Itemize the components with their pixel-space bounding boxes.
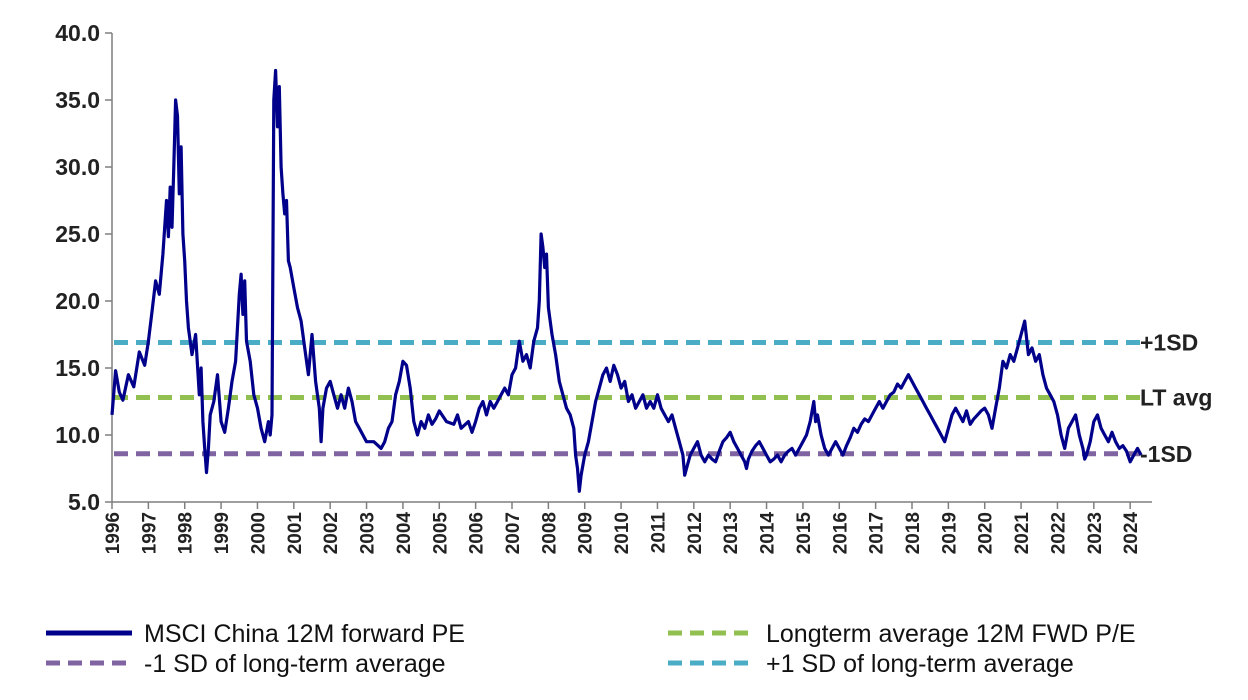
x-axis-ticks: 1996 1997 1998 1999 2000 2001 2002 2003 2004 2005… <box>103 502 1142 554</box>
x-tick-label: 1998 <box>176 512 197 554</box>
x-tick-label: 2000 <box>248 512 269 554</box>
x-tick-label: 2023 <box>1085 512 1106 554</box>
axes <box>111 33 1152 503</box>
legend-label: MSCI China 12M forward PE <box>144 620 465 648</box>
x-tick-label: 2009 <box>576 512 597 554</box>
x-tick-label: 2022 <box>1048 512 1069 554</box>
x-tick-label: 1996 <box>103 512 124 554</box>
x-tick-label: 2001 <box>285 512 306 555</box>
y-tick-label: 25.0 <box>55 221 100 247</box>
x-tick-label: 2021 <box>1012 512 1033 555</box>
ref-line-label: LT avg <box>1140 384 1212 410</box>
y-tick-label: 35.0 <box>55 87 100 113</box>
x-tick-label: 2010 <box>612 512 633 554</box>
x-tick-label: 2019 <box>939 512 960 554</box>
legend-label: -1 SD of long-term average <box>144 650 446 678</box>
y-tick-label: 15.0 <box>55 355 100 381</box>
x-tick-label: 2006 <box>467 512 488 554</box>
x-tick-label: 2015 <box>794 512 815 555</box>
x-tick-label: 2013 <box>721 512 742 554</box>
y-axis-ticks: 5.0 10.0 15.0 20.0 25.0 30.0 35.0 40.0 <box>55 20 112 515</box>
x-tick-label: 2018 <box>903 512 924 554</box>
x-tick-label: 2007 <box>503 512 524 554</box>
x-tick-label: 1999 <box>212 512 233 554</box>
x-tick-label: 2005 <box>430 512 451 555</box>
x-tick-label: 2008 <box>539 512 560 554</box>
series-pe-line <box>110 68 1143 493</box>
x-tick-label: 2004 <box>394 512 415 555</box>
ref-line-label: +1SD <box>1140 330 1198 356</box>
legend-label: Longterm average 12M FWD P/E <box>766 620 1136 648</box>
x-tick-label: 2014 <box>758 512 779 555</box>
ref-line-label: -1SD <box>1140 441 1192 467</box>
x-tick-label: 2011 <box>648 512 669 554</box>
x-tick-label: 1997 <box>139 512 160 554</box>
x-tick-label: 2017 <box>867 512 888 554</box>
x-tick-label: 2003 <box>358 512 379 554</box>
x-tick-label: 2024 <box>1121 512 1142 555</box>
y-tick-label: 40.0 <box>55 20 100 46</box>
x-tick-label: 2016 <box>830 512 851 554</box>
y-tick-label: 10.0 <box>55 422 100 448</box>
x-tick-label: 2020 <box>976 512 997 554</box>
legend: MSCI China 12M forward PE Longterm averag… <box>46 620 1136 678</box>
series-line-msci-china <box>110 68 1143 493</box>
x-tick-label: 2012 <box>685 512 706 554</box>
y-tick-label: 30.0 <box>55 154 100 180</box>
x-tick-label: 2002 <box>321 512 342 554</box>
y-tick-label: 20.0 <box>55 288 100 314</box>
y-tick-label: 5.0 <box>68 489 100 515</box>
legend-label: +1 SD of long-term average <box>766 650 1074 678</box>
reference-annotations: LT avg -1SD +1SD <box>1140 330 1212 467</box>
